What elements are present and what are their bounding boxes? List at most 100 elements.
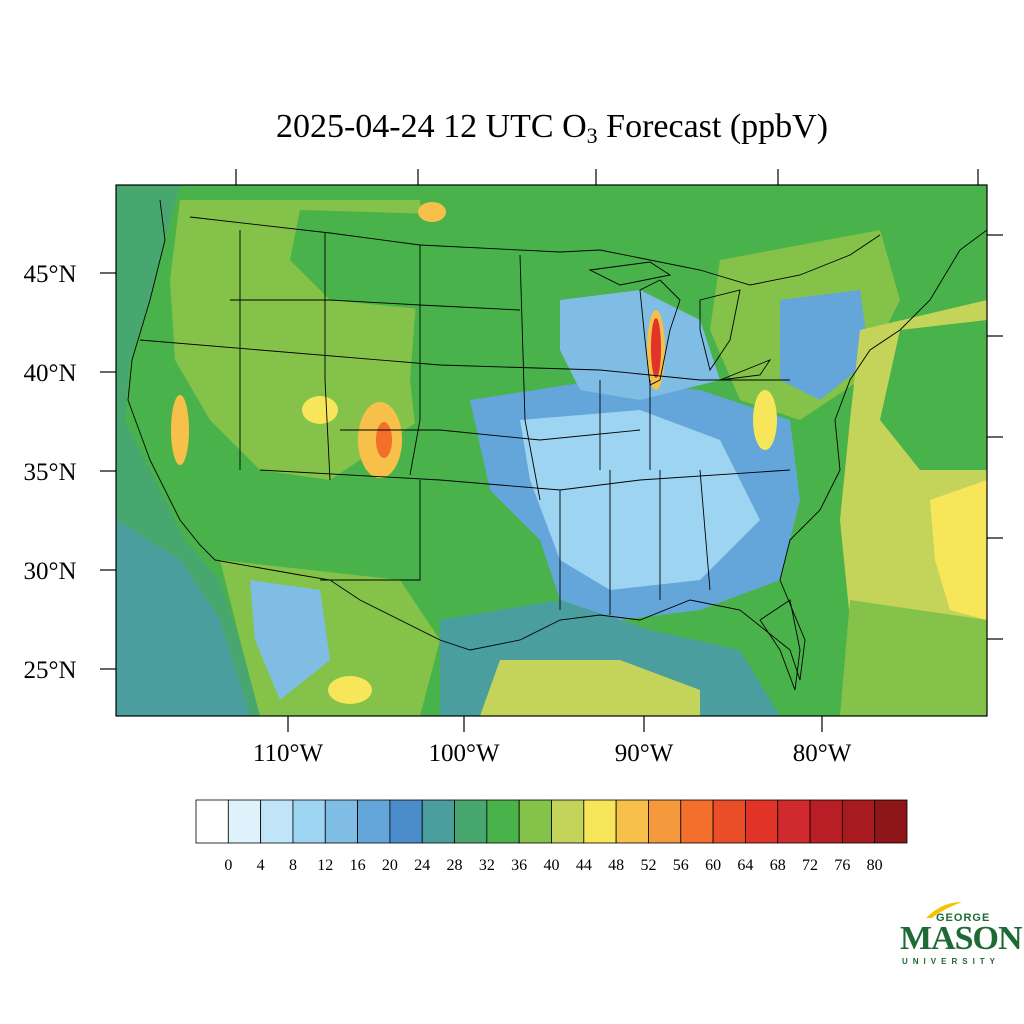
colorbar-swatch: [809, 799, 843, 844]
gmu-logo: GEORGE MASON UNIVERSITY: [898, 900, 1023, 970]
colorbar-labels: 0 4 8 12 16 20 24 28 32 36 40 44 48 52 56 60 64 68 72 76 80: [224, 857, 882, 874]
colorbar-label: 24: [414, 857, 430, 874]
logo-line3: UNIVERSITY: [902, 957, 1001, 966]
state-line-8: [320, 480, 421, 581]
colorbar-swatch: [745, 799, 779, 844]
colorbar-label: 76: [834, 857, 850, 874]
lon-label-80: 80°W: [793, 740, 852, 767]
colorbar-swatch: [324, 799, 358, 844]
california-hotspot: [171, 395, 189, 465]
logo-line2: MASON: [900, 920, 1023, 957]
title-suffix: Forecast (ppbV): [597, 108, 829, 145]
colorbar: [195, 799, 908, 844]
lat-label-45: 45°N: [23, 261, 76, 288]
colorbar-swatch: [260, 799, 294, 844]
left-ticks: [100, 272, 116, 670]
right-ticks: [987, 234, 1003, 640]
midwest-blue: [560, 290, 720, 400]
bottom-ticks: [287, 716, 823, 732]
montana-hotspot: [418, 202, 446, 222]
map-title: 2025-04-24 12 UTC O3 Forecast (ppbV): [0, 108, 1024, 149]
lake-erie: [719, 359, 772, 381]
canada-border: [189, 216, 881, 286]
colorbar-swatch: [195, 799, 229, 844]
utah-yellow: [302, 396, 338, 424]
colorbar-label: 32: [479, 857, 495, 874]
colorbar-label: 28: [447, 857, 463, 874]
state-line-7: [340, 429, 641, 441]
colorbar-label: 56: [673, 857, 689, 874]
logo-line1: GEORGE: [936, 912, 991, 924]
lake-huron: [699, 289, 741, 372]
colorbar-swatch: [712, 799, 746, 844]
colorbar-swatch: [680, 799, 714, 844]
colorbar-swatch: [486, 799, 520, 844]
lat-label-30: 30°N: [23, 558, 76, 585]
title-subscript: 3: [586, 123, 598, 148]
lat-label-25: 25°N: [23, 657, 76, 684]
colorbar-label: 16: [350, 857, 366, 874]
boundaries: [127, 199, 987, 691]
colorbar-swatch: [454, 799, 488, 844]
state-line-5: [139, 339, 790, 381]
colorado-hotspot-core: [376, 422, 392, 458]
colorbar-swatch: [292, 799, 326, 844]
atlantic-yellow: [930, 480, 987, 620]
atlantic-green-north: [880, 320, 987, 470]
colorbar-swatch: [615, 799, 649, 844]
colorbar-label: 64: [737, 857, 753, 874]
northeast-blue: [780, 290, 870, 400]
southeast-light-blue: [520, 410, 760, 590]
lon-label-90: 90°W: [615, 740, 674, 767]
colorbar-label: 48: [608, 857, 624, 874]
colorbar-label: 20: [382, 857, 398, 874]
logo-swoosh-icon: [926, 902, 962, 918]
colorbar-swatch: [777, 799, 811, 844]
colorbar-label: 44: [576, 857, 592, 874]
colorbar-label: 12: [317, 857, 333, 874]
colorbar-label: 52: [640, 857, 656, 874]
pacific-south: [116, 520, 250, 716]
colorbar-swatch: [357, 799, 391, 844]
colorbar-label: 72: [802, 857, 818, 874]
south-east-coastline: [214, 229, 987, 681]
lake-michigan-core: [651, 318, 661, 378]
state-line-12: [699, 469, 711, 591]
west-coastline: [127, 199, 216, 561]
colorbar-label: 80: [867, 857, 883, 874]
colorbar-swatch: [648, 799, 682, 844]
lat-label-40: 40°N: [23, 360, 76, 387]
colorbar-label: 40: [544, 857, 560, 874]
state-line-1: [409, 245, 421, 476]
mexico-yellow: [328, 676, 372, 704]
lon-label-110: 110°W: [253, 740, 324, 767]
colorbar-swatch: [874, 799, 908, 844]
florida: [759, 599, 801, 691]
state-line-15: [230, 299, 521, 311]
colorbar-swatch: [389, 799, 423, 844]
lake-superior: [588, 261, 672, 286]
gulf-yellow: [480, 660, 700, 716]
colorbar-swatch: [841, 799, 876, 844]
top-ticks: [235, 169, 979, 185]
colorbar-swatch: [551, 799, 585, 844]
title-prefix: 2025-04-24 12 UTC O: [275, 108, 587, 145]
ozone-field: [116, 185, 987, 716]
latitude-labels: 45°N 40°N 35°N 30°N 25°N: [23, 261, 76, 684]
lat-label-35: 35°N: [23, 459, 76, 486]
map-frame: [115, 184, 988, 717]
longitude-labels: 110°W 100°W 90°W 80°W: [253, 740, 852, 767]
colorbar-swatch: [583, 799, 617, 844]
colorbar-label: 68: [770, 857, 786, 874]
mexico-blue: [250, 580, 330, 700]
state-line-2: [324, 233, 331, 481]
colorbar-label: 4: [257, 857, 265, 874]
colorbar-label: 60: [705, 857, 721, 874]
colorbar-label: 36: [511, 857, 527, 874]
colorbar-swatch: [518, 799, 552, 844]
colorbar-swatch: [421, 799, 455, 844]
state-line-4: [519, 254, 541, 501]
colorbar-swatch: [227, 799, 262, 844]
colorbar-label: 8: [289, 857, 297, 874]
